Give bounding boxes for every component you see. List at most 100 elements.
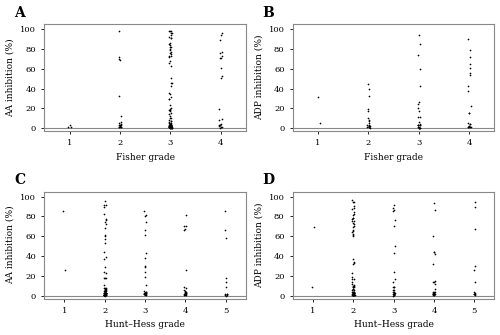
Point (464, 88, 472, 93)
Point (348, 218, 356, 223)
Point (166, 35, 174, 41)
Point (466, 123, 473, 128)
Point (61, 268, 69, 273)
Point (166, 28, 174, 34)
Point (364, 124, 372, 129)
Point (466, 48, 474, 53)
Point (366, 125, 374, 131)
Point (100, 292, 108, 298)
Point (101, 240, 109, 246)
Point (142, 291, 150, 296)
Point (466, 55, 474, 60)
Point (100, 205, 108, 210)
Point (166, 123, 174, 128)
Point (182, 289, 190, 294)
Point (168, 105, 175, 110)
Point (166, 122, 174, 127)
Point (141, 290, 149, 295)
Point (431, 289, 439, 294)
Point (166, 125, 174, 131)
Point (100, 292, 108, 298)
Point (166, 124, 174, 129)
Point (350, 290, 358, 296)
Point (102, 217, 110, 222)
Point (101, 290, 109, 296)
Point (350, 283, 358, 288)
Point (102, 275, 110, 280)
Point (166, 40, 174, 46)
Point (166, 125, 174, 131)
Point (350, 222, 358, 227)
Y-axis label: ADP inhibition (%): ADP inhibition (%) (254, 35, 263, 120)
Point (60, 208, 68, 213)
Point (350, 210, 358, 215)
Point (166, 108, 174, 114)
Point (166, 45, 173, 50)
Point (430, 291, 438, 297)
Point (165, 124, 173, 129)
Point (350, 293, 358, 298)
Point (116, 56, 124, 61)
Point (101, 291, 109, 297)
Point (216, 122, 224, 127)
Point (348, 284, 356, 289)
Point (102, 290, 110, 296)
Point (472, 279, 480, 285)
Point (101, 265, 109, 270)
Point (430, 291, 438, 296)
Point (390, 291, 398, 297)
Point (166, 112, 173, 117)
Point (364, 81, 372, 87)
Point (142, 275, 150, 280)
X-axis label: Fisher grade: Fisher grade (364, 153, 423, 162)
Point (350, 260, 358, 265)
Point (114, 122, 122, 127)
Point (389, 293, 397, 298)
Point (414, 122, 422, 128)
Point (364, 109, 372, 114)
Point (166, 110, 174, 116)
Point (166, 41, 173, 47)
Point (390, 250, 398, 256)
Point (349, 216, 357, 221)
Point (470, 263, 478, 269)
X-axis label: Hunt–Hess grade: Hunt–Hess grade (354, 321, 434, 329)
Point (466, 122, 474, 127)
Point (100, 286, 108, 292)
Point (142, 250, 150, 256)
Point (466, 70, 474, 76)
Point (102, 291, 110, 296)
Point (350, 218, 358, 223)
Point (218, 121, 226, 126)
Point (349, 292, 357, 297)
Point (430, 291, 438, 296)
Point (429, 291, 437, 296)
Point (168, 122, 175, 128)
Point (464, 120, 472, 125)
Point (166, 122, 173, 127)
Point (390, 287, 398, 293)
Point (350, 291, 358, 296)
Point (166, 83, 174, 88)
Point (142, 290, 150, 295)
Point (222, 293, 230, 298)
Point (180, 292, 188, 297)
Point (166, 51, 174, 56)
Point (350, 260, 358, 265)
Point (180, 292, 188, 298)
Point (101, 285, 109, 290)
Point (222, 284, 230, 290)
Point (430, 291, 438, 296)
Point (416, 114, 424, 119)
Point (216, 123, 224, 128)
Point (217, 55, 225, 60)
Point (166, 123, 174, 128)
Point (430, 261, 438, 267)
Point (166, 123, 174, 128)
Point (102, 287, 110, 292)
Text: D: D (262, 174, 275, 188)
Y-axis label: AA inhibition (%): AA inhibition (%) (6, 38, 15, 117)
Point (366, 121, 374, 126)
Point (416, 41, 424, 47)
Point (166, 124, 174, 129)
